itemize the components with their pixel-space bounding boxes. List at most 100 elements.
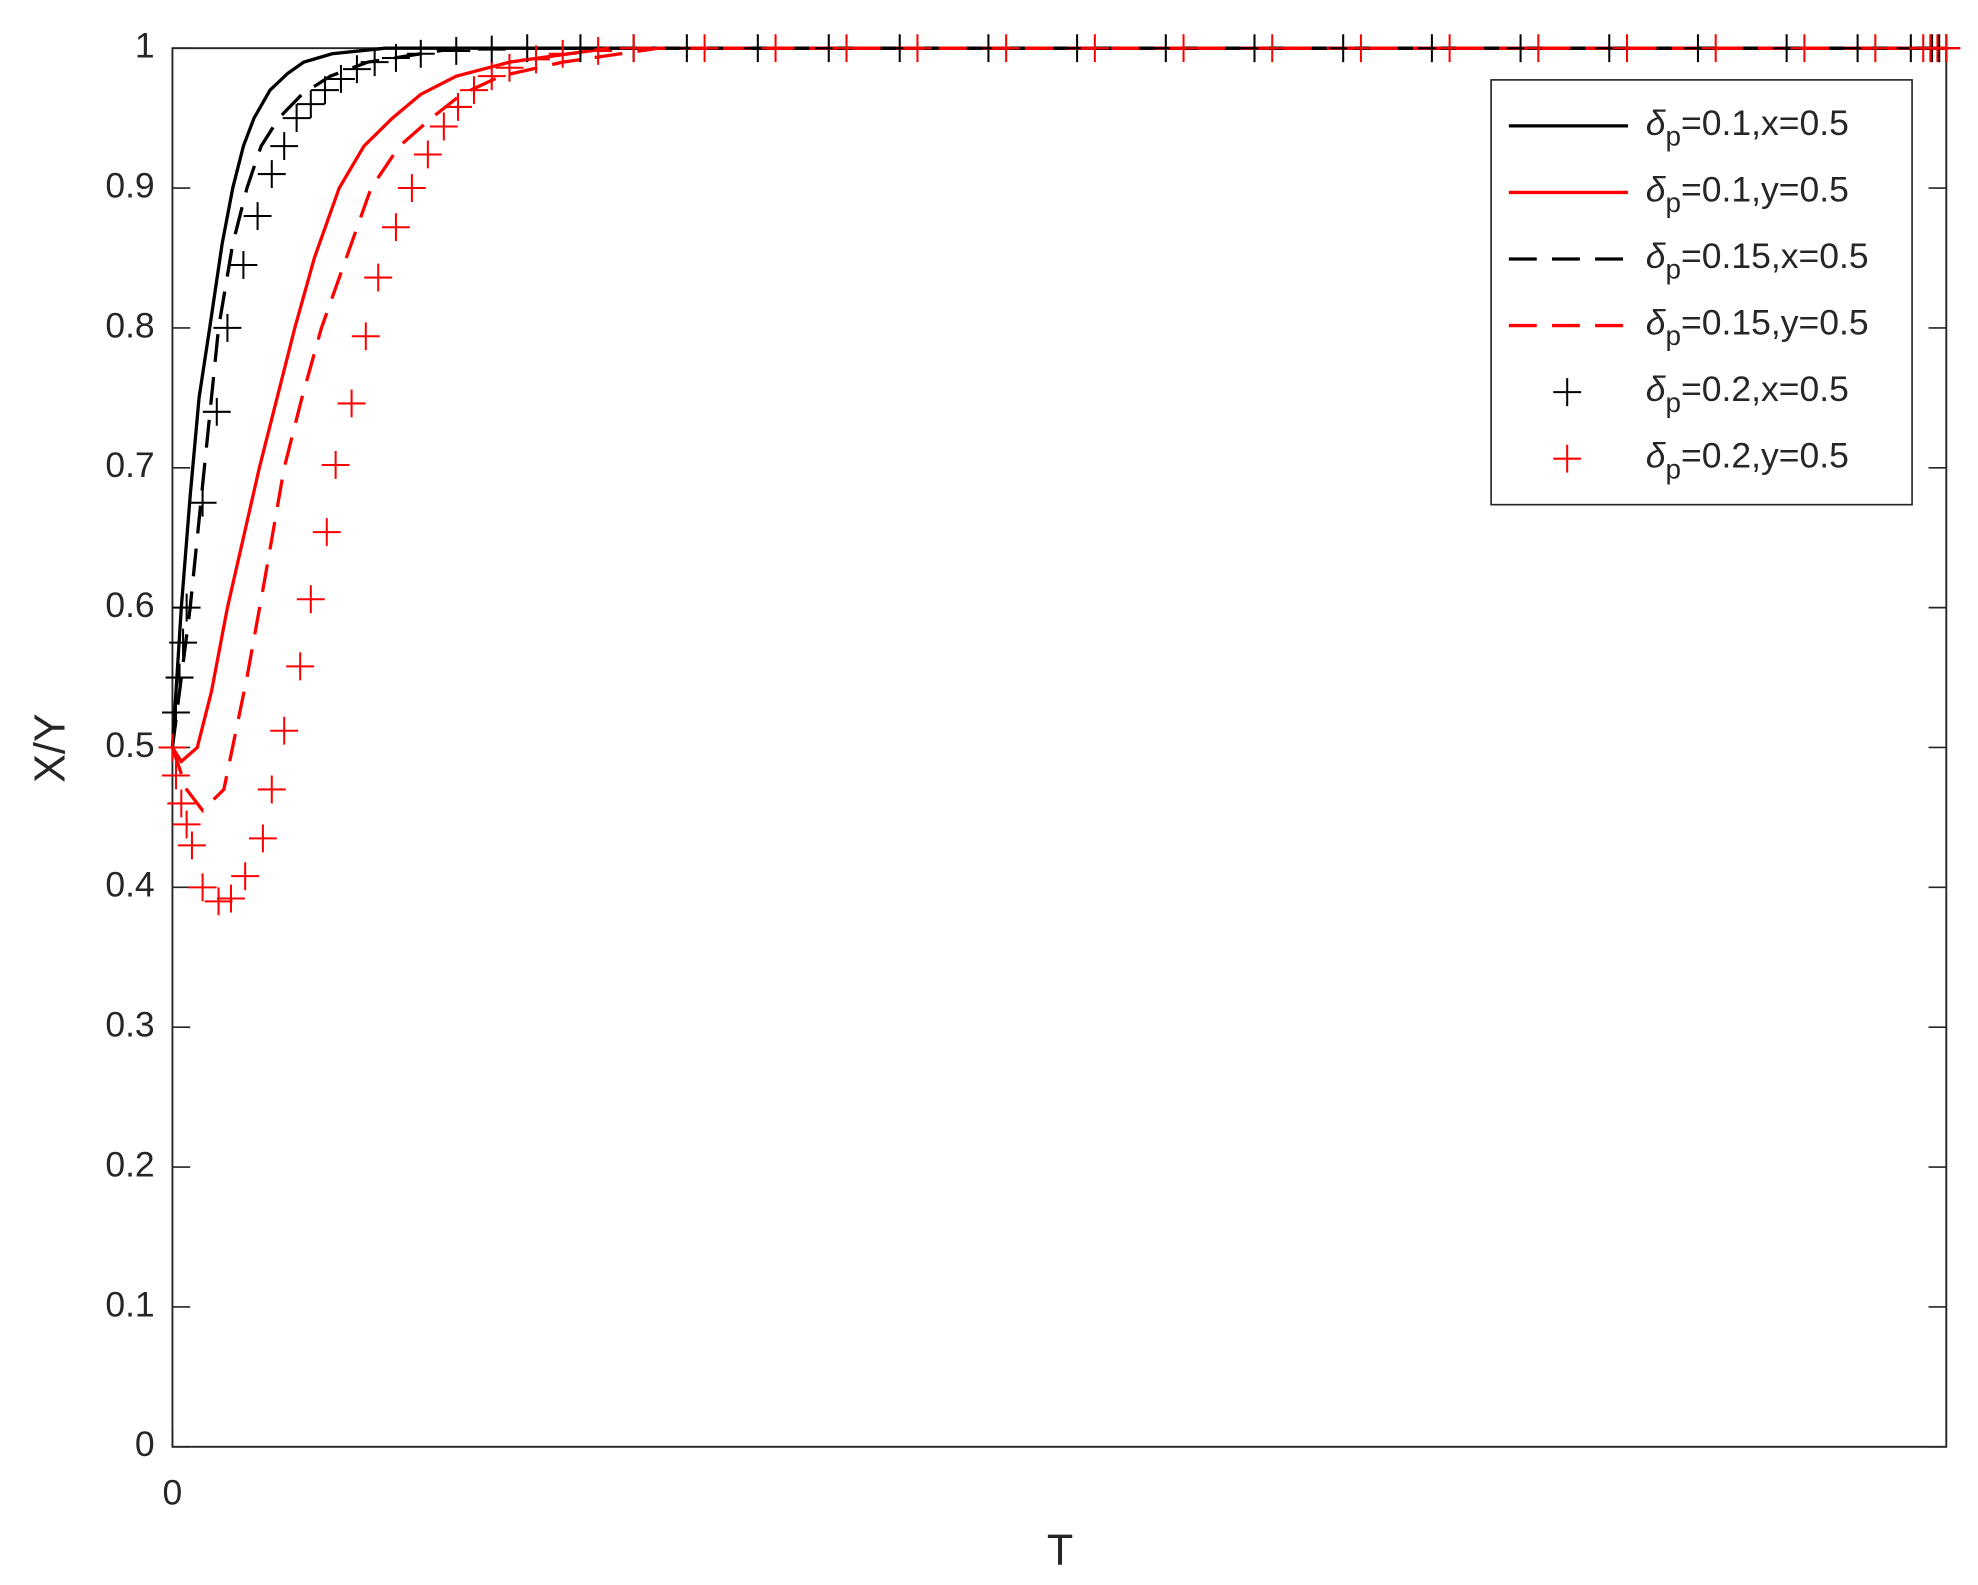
marker [832,34,861,63]
marker [327,65,355,93]
marker [360,48,389,77]
marker [257,775,286,804]
marker [172,593,201,622]
series-line [170,46,1947,813]
series-line [170,46,1947,748]
marker [188,873,217,902]
marker [584,37,613,65]
marker [243,202,272,230]
y-tick-label: 0.7 [105,445,154,485]
marker [257,160,286,189]
marker [1932,34,1961,63]
marker [169,628,198,657]
marker [1553,444,1582,473]
legend-label: δp=0.2,y=0.5 [1646,436,1849,485]
legend-label: δp=0.1,y=0.5 [1646,170,1849,219]
marker [162,761,190,790]
legend-label: δp=0.15,x=0.5 [1646,236,1869,285]
legend-label: δp=0.2,x=0.5 [1646,370,1849,419]
legend-box [1490,79,1913,506]
y-tick-label: 1 [135,26,155,66]
series [170,46,1947,748]
marker [1080,34,1109,63]
marker [296,585,325,614]
series [170,46,1947,813]
marker [619,34,648,63]
marker [270,132,299,161]
legend-label: δp=0.1,x=0.5 [1646,103,1849,152]
marker [162,698,190,727]
marker [429,112,458,141]
y-tick-label: 0 [135,1424,155,1464]
marker [495,53,524,82]
y-tick-label: 0.1 [105,1284,154,1324]
marker [397,174,426,202]
marker [381,213,410,242]
marker [178,831,206,860]
marker [690,34,719,63]
series [158,34,1961,762]
legend: δp=0.1,x=0.5 δp=0.1,y=0.5 δp=0.15,x=0.5 δp=… [1490,79,1913,506]
marker [1435,34,1464,63]
marker [548,39,577,68]
marker [992,34,1021,63]
y-tick-label: 0.8 [105,305,154,345]
marker [364,263,393,292]
y-tick-label: 0.5 [105,725,154,765]
marker [381,44,410,72]
marker [204,887,233,916]
marker [248,824,277,853]
y-tick-label: 0.2 [105,1144,154,1184]
marker [1524,34,1553,63]
marker [282,104,311,133]
marker [442,37,471,65]
marker [444,92,472,121]
marker [188,488,217,517]
series [158,34,1961,916]
marker [351,322,380,351]
marker [413,140,442,169]
marker [229,251,258,279]
y-tick-label: 0.3 [105,1005,154,1045]
marker [460,76,488,105]
marker [1553,378,1582,407]
marker [311,76,339,105]
marker [1613,34,1641,63]
legend-label: δp=0.15,y=0.5 [1646,303,1869,352]
marker [321,451,350,479]
marker [296,90,325,119]
marker [217,884,245,913]
y-tick-label: 0.4 [105,865,154,905]
marker [167,789,196,818]
marker [1701,34,1730,63]
marker [406,39,435,68]
y-tick-label: 0.9 [105,165,154,205]
marker [1346,34,1375,63]
marker [1169,34,1198,63]
marker [566,34,595,63]
y-axis-label: X/Y [27,713,75,783]
marker [270,716,299,745]
marker [231,862,260,891]
x-axis-label: T [1047,1527,1073,1575]
marker [342,55,371,84]
marker [165,663,194,692]
x-tick-label: 0 [163,1472,183,1512]
marker [172,810,201,839]
marker [158,733,187,762]
y-tick-label: 0.6 [105,585,154,625]
marker [286,652,315,681]
marker [312,518,341,547]
marker [1861,34,1890,63]
marker [477,62,506,91]
marker [202,397,231,426]
marker [337,389,366,418]
marker [1258,34,1287,63]
marker [477,35,506,64]
marker [903,34,932,63]
marker [522,45,551,74]
marker [213,313,242,342]
marker [1790,34,1819,63]
